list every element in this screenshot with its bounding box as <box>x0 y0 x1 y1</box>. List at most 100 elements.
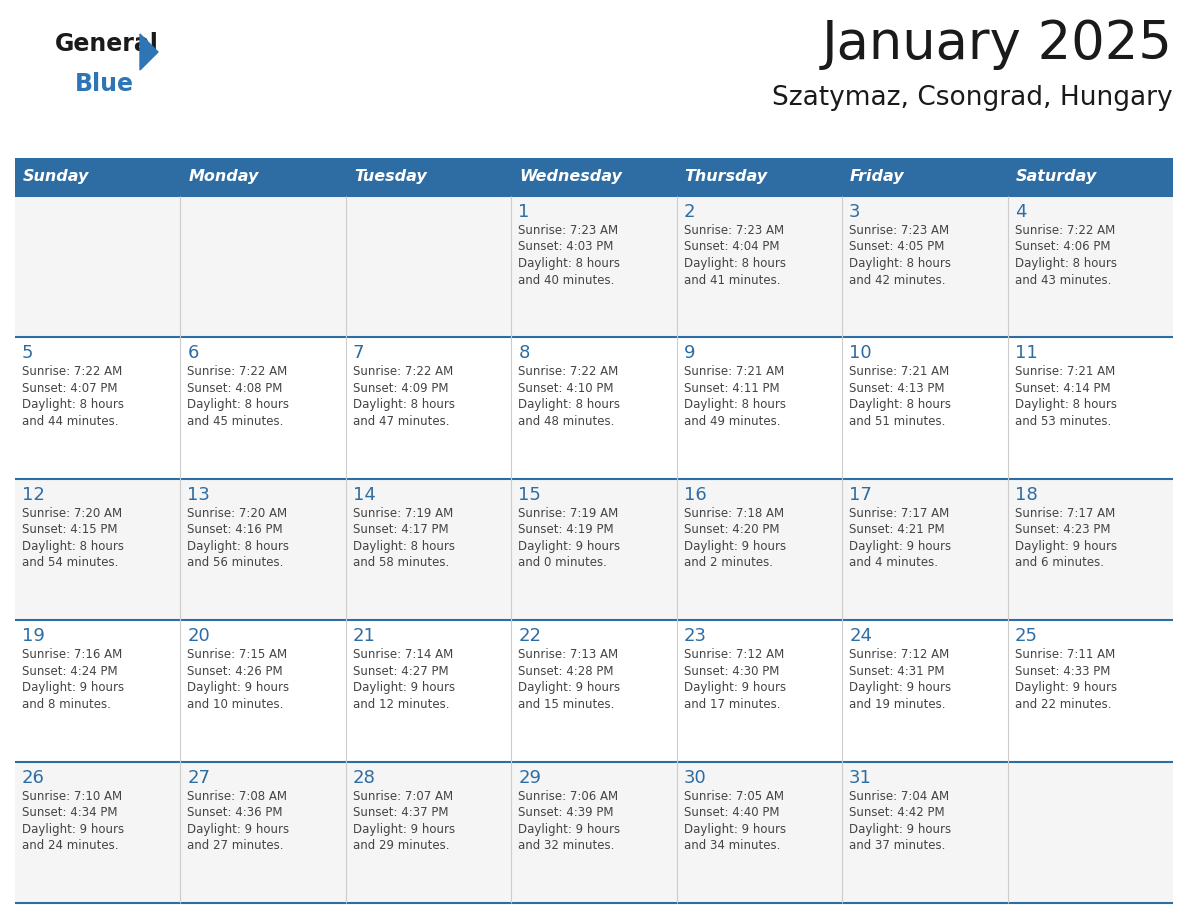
Text: 4: 4 <box>1015 203 1026 221</box>
Text: Sunrise: 7:05 AM: Sunrise: 7:05 AM <box>684 789 784 802</box>
Text: Sunset: 4:14 PM: Sunset: 4:14 PM <box>1015 382 1111 395</box>
Bar <box>181 621 346 762</box>
Text: Sunset: 4:34 PM: Sunset: 4:34 PM <box>23 806 118 819</box>
Bar <box>677 196 842 338</box>
Text: Daylight: 8 hours: Daylight: 8 hours <box>1015 257 1117 270</box>
Text: Daylight: 9 hours: Daylight: 9 hours <box>353 681 455 694</box>
Text: 2: 2 <box>684 203 695 221</box>
Bar <box>15 479 181 621</box>
Text: Sunrise: 7:22 AM: Sunrise: 7:22 AM <box>518 365 619 378</box>
Text: Daylight: 8 hours: Daylight: 8 hours <box>23 540 124 553</box>
Bar <box>15 338 181 479</box>
Bar <box>15 762 181 903</box>
Text: Sunrise: 7:19 AM: Sunrise: 7:19 AM <box>518 507 619 520</box>
Bar <box>677 762 842 903</box>
Text: Daylight: 9 hours: Daylight: 9 hours <box>188 681 290 694</box>
Text: and 42 minutes.: and 42 minutes. <box>849 274 946 286</box>
Text: and 2 minutes.: and 2 minutes. <box>684 556 772 569</box>
Text: 18: 18 <box>1015 486 1037 504</box>
Text: 24: 24 <box>849 627 872 645</box>
Text: Daylight: 8 hours: Daylight: 8 hours <box>518 398 620 411</box>
Text: and 51 minutes.: and 51 minutes. <box>849 415 946 428</box>
Text: 17: 17 <box>849 486 872 504</box>
Text: Sunset: 4:39 PM: Sunset: 4:39 PM <box>518 806 614 819</box>
Text: and 41 minutes.: and 41 minutes. <box>684 274 781 286</box>
Text: Sunrise: 7:22 AM: Sunrise: 7:22 AM <box>23 365 122 378</box>
Bar <box>181 338 346 479</box>
Text: 19: 19 <box>23 627 45 645</box>
Text: 6: 6 <box>188 344 198 363</box>
Text: Daylight: 8 hours: Daylight: 8 hours <box>23 398 124 411</box>
Bar <box>511 338 677 479</box>
Text: Sunset: 4:11 PM: Sunset: 4:11 PM <box>684 382 779 395</box>
Text: Sunrise: 7:23 AM: Sunrise: 7:23 AM <box>518 224 619 237</box>
Text: Sunrise: 7:12 AM: Sunrise: 7:12 AM <box>849 648 949 661</box>
Text: Daylight: 8 hours: Daylight: 8 hours <box>1015 398 1117 411</box>
Text: Sunrise: 7:07 AM: Sunrise: 7:07 AM <box>353 789 453 802</box>
Text: and 22 minutes.: and 22 minutes. <box>1015 698 1111 711</box>
Text: Sunrise: 7:11 AM: Sunrise: 7:11 AM <box>1015 648 1114 661</box>
Bar <box>15 158 181 196</box>
Text: and 43 minutes.: and 43 minutes. <box>1015 274 1111 286</box>
Text: 11: 11 <box>1015 344 1037 363</box>
Text: Tuesday: Tuesday <box>354 170 426 185</box>
Bar <box>181 762 346 903</box>
Text: Sunset: 4:08 PM: Sunset: 4:08 PM <box>188 382 283 395</box>
Text: and 58 minutes.: and 58 minutes. <box>353 556 449 569</box>
Text: Daylight: 8 hours: Daylight: 8 hours <box>849 398 952 411</box>
Text: and 44 minutes.: and 44 minutes. <box>23 415 119 428</box>
Bar <box>181 158 346 196</box>
Text: Sunrise: 7:17 AM: Sunrise: 7:17 AM <box>849 507 949 520</box>
Text: Sunrise: 7:20 AM: Sunrise: 7:20 AM <box>23 507 122 520</box>
Text: Sunrise: 7:16 AM: Sunrise: 7:16 AM <box>23 648 122 661</box>
Text: Sunrise: 7:08 AM: Sunrise: 7:08 AM <box>188 789 287 802</box>
Text: Sunset: 4:03 PM: Sunset: 4:03 PM <box>518 241 614 253</box>
Bar <box>842 762 1007 903</box>
Text: and 54 minutes.: and 54 minutes. <box>23 556 119 569</box>
Text: 21: 21 <box>353 627 375 645</box>
Text: Sunset: 4:07 PM: Sunset: 4:07 PM <box>23 382 118 395</box>
Text: and 48 minutes.: and 48 minutes. <box>518 415 614 428</box>
Bar <box>346 158 511 196</box>
Bar <box>677 158 842 196</box>
Text: Daylight: 8 hours: Daylight: 8 hours <box>849 257 952 270</box>
Text: Daylight: 9 hours: Daylight: 9 hours <box>684 540 785 553</box>
Bar <box>511 479 677 621</box>
Bar <box>511 158 677 196</box>
Text: Sunset: 4:40 PM: Sunset: 4:40 PM <box>684 806 779 819</box>
Text: 16: 16 <box>684 486 707 504</box>
Text: Daylight: 9 hours: Daylight: 9 hours <box>849 540 952 553</box>
Text: Sunrise: 7:23 AM: Sunrise: 7:23 AM <box>849 224 949 237</box>
Text: Saturday: Saturday <box>1016 170 1097 185</box>
Text: Daylight: 9 hours: Daylight: 9 hours <box>188 823 290 835</box>
Text: Daylight: 9 hours: Daylight: 9 hours <box>518 540 620 553</box>
Text: 27: 27 <box>188 768 210 787</box>
Text: and 4 minutes.: and 4 minutes. <box>849 556 939 569</box>
Text: and 6 minutes.: and 6 minutes. <box>1015 556 1104 569</box>
Bar <box>677 479 842 621</box>
Text: Sunrise: 7:22 AM: Sunrise: 7:22 AM <box>353 365 453 378</box>
Text: 31: 31 <box>849 768 872 787</box>
Text: 13: 13 <box>188 486 210 504</box>
Text: Sunset: 4:26 PM: Sunset: 4:26 PM <box>188 665 283 677</box>
Text: Daylight: 8 hours: Daylight: 8 hours <box>353 540 455 553</box>
Text: Thursday: Thursday <box>684 170 767 185</box>
Text: 22: 22 <box>518 627 542 645</box>
Text: Sunset: 4:19 PM: Sunset: 4:19 PM <box>518 523 614 536</box>
Text: and 53 minutes.: and 53 minutes. <box>1015 415 1111 428</box>
Text: and 12 minutes.: and 12 minutes. <box>353 698 449 711</box>
Text: Sunset: 4:27 PM: Sunset: 4:27 PM <box>353 665 449 677</box>
Bar <box>842 196 1007 338</box>
Bar <box>1007 479 1173 621</box>
Text: 10: 10 <box>849 344 872 363</box>
Text: January 2025: January 2025 <box>822 18 1173 70</box>
Text: Sunset: 4:13 PM: Sunset: 4:13 PM <box>849 382 944 395</box>
Text: and 40 minutes.: and 40 minutes. <box>518 274 614 286</box>
Bar <box>677 338 842 479</box>
Text: Sunrise: 7:17 AM: Sunrise: 7:17 AM <box>1015 507 1114 520</box>
Bar <box>842 338 1007 479</box>
Text: Sunrise: 7:19 AM: Sunrise: 7:19 AM <box>353 507 453 520</box>
Text: Sunset: 4:10 PM: Sunset: 4:10 PM <box>518 382 614 395</box>
Text: and 32 minutes.: and 32 minutes. <box>518 839 614 852</box>
Text: and 17 minutes.: and 17 minutes. <box>684 698 781 711</box>
